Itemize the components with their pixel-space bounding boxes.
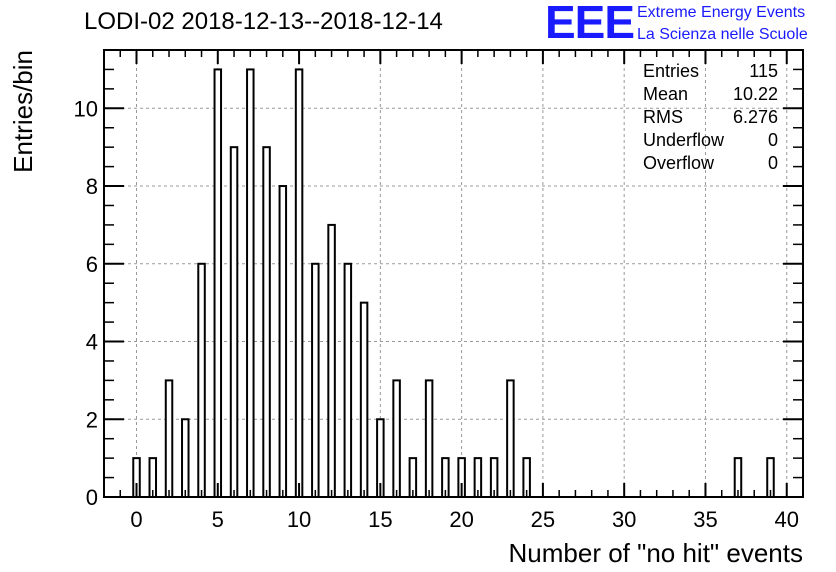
x-tick-label: 5 (212, 507, 224, 532)
histogram-bars (132, 68, 775, 499)
x-tick-label: 30 (612, 507, 636, 532)
x-tick-label: 35 (693, 507, 717, 532)
histogram-bar (311, 262, 320, 499)
x-tick-label: 0 (130, 507, 142, 532)
histogram-bar (246, 68, 255, 498)
stats-value: 115 (749, 61, 778, 81)
histogram-bar (392, 379, 401, 498)
x-tick-label: 20 (449, 507, 473, 532)
x-tick-label: 40 (775, 507, 799, 532)
x-axis-label: Number of "no hit" events (509, 538, 804, 568)
eee-logo: EEE Extreme Energy Events La Scienza nel… (545, 0, 825, 48)
histogram-bar (506, 379, 515, 498)
tick-labels: 0 5 10 15 20 25 30 35 40 0 2 4 6 8 10 (74, 96, 799, 532)
stats-box: Entries 115 Mean 10.22 RMS 6.276 Underflow 0 Ove… (643, 61, 778, 173)
histogram-bar (164, 379, 174, 498)
histogram-bar (197, 262, 206, 499)
stats-value: 10.22 (733, 84, 778, 104)
histogram-bar (343, 262, 353, 499)
y-tick-label: 10 (74, 96, 98, 121)
y-tick-label: 0 (86, 485, 98, 510)
histogram-bar (229, 146, 239, 498)
histogram-bar (278, 185, 288, 498)
y-axis-label: Entries/bin (8, 50, 38, 173)
stats-label: Overflow (643, 153, 715, 173)
y-tick-label: 4 (86, 330, 98, 355)
logo-letters: EEE (545, 0, 635, 48)
logo-line-1: Extreme Energy Events (637, 4, 806, 21)
plot-frame (103, 49, 804, 498)
grid-lines (104, 50, 803, 498)
x-tick-label: 10 (287, 507, 311, 532)
histogram-bar (262, 146, 271, 498)
histogram-bar (327, 223, 336, 498)
histogram-bar (424, 379, 434, 498)
y-tick-label: 8 (86, 174, 98, 199)
y-tick-label: 2 (86, 407, 98, 432)
x-tick-label: 25 (531, 507, 555, 532)
stats-label: RMS (643, 107, 683, 127)
stats-label: Entries (643, 61, 699, 81)
page-title: LODI-02 2018-12-13--2018-12-14 (84, 8, 443, 35)
histogram-bar (294, 68, 304, 498)
stats-value: 0 (768, 153, 778, 173)
y-tick-label: 6 (86, 252, 98, 277)
histogram-bar (181, 418, 190, 498)
logo-line-2: La Scienza nelle Scuole (637, 26, 808, 43)
stats-label: Underflow (643, 130, 725, 150)
stats-value: 6.276 (733, 107, 778, 127)
histogram-bar (359, 301, 369, 498)
axis-ticks (103, 49, 804, 498)
stats-value: 0 (768, 130, 778, 150)
x-tick-label: 15 (368, 507, 392, 532)
stats-label: Mean (643, 84, 688, 104)
histogram-bar (213, 68, 223, 498)
